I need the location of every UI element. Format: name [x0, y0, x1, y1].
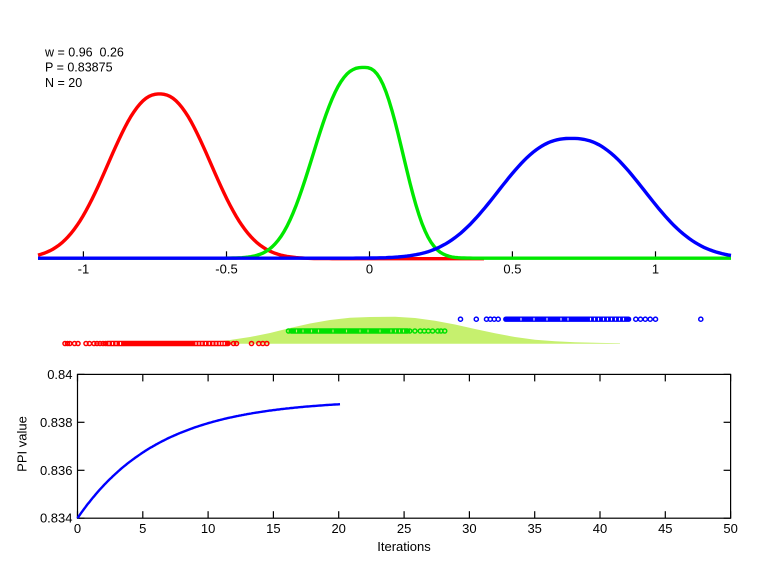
svg-text:10: 10 [201, 521, 215, 536]
svg-text:0: 0 [366, 262, 373, 277]
svg-text:0: 0 [74, 521, 81, 536]
svg-text:w = 0.96 0.26: w = 0.96 0.26 [44, 46, 124, 60]
svg-text:50: 50 [723, 521, 737, 536]
svg-text:20: 20 [331, 521, 345, 536]
svg-text:0.838: 0.838 [40, 415, 73, 430]
svg-text:Iterations: Iterations [377, 539, 431, 554]
svg-text:-1: -1 [78, 262, 90, 277]
svg-text:P = 0.83875: P = 0.83875 [45, 61, 113, 75]
svg-text:35: 35 [527, 521, 541, 536]
svg-text:-0.5: -0.5 [215, 262, 237, 277]
svg-text:45: 45 [658, 521, 672, 536]
svg-text:40: 40 [593, 521, 607, 536]
svg-text:15: 15 [266, 521, 280, 536]
svg-text:5: 5 [139, 521, 146, 536]
svg-text:30: 30 [462, 521, 476, 536]
svg-text:0.84: 0.84 [47, 367, 72, 382]
svg-text:N = 20: N = 20 [45, 76, 82, 90]
svg-text:1: 1 [652, 262, 659, 277]
svg-text:25: 25 [397, 521, 411, 536]
svg-text:0.5: 0.5 [503, 262, 521, 277]
svg-text:0.836: 0.836 [40, 463, 73, 478]
svg-text:0.834: 0.834 [40, 511, 73, 526]
svg-text:PPI value: PPI value [15, 416, 30, 472]
